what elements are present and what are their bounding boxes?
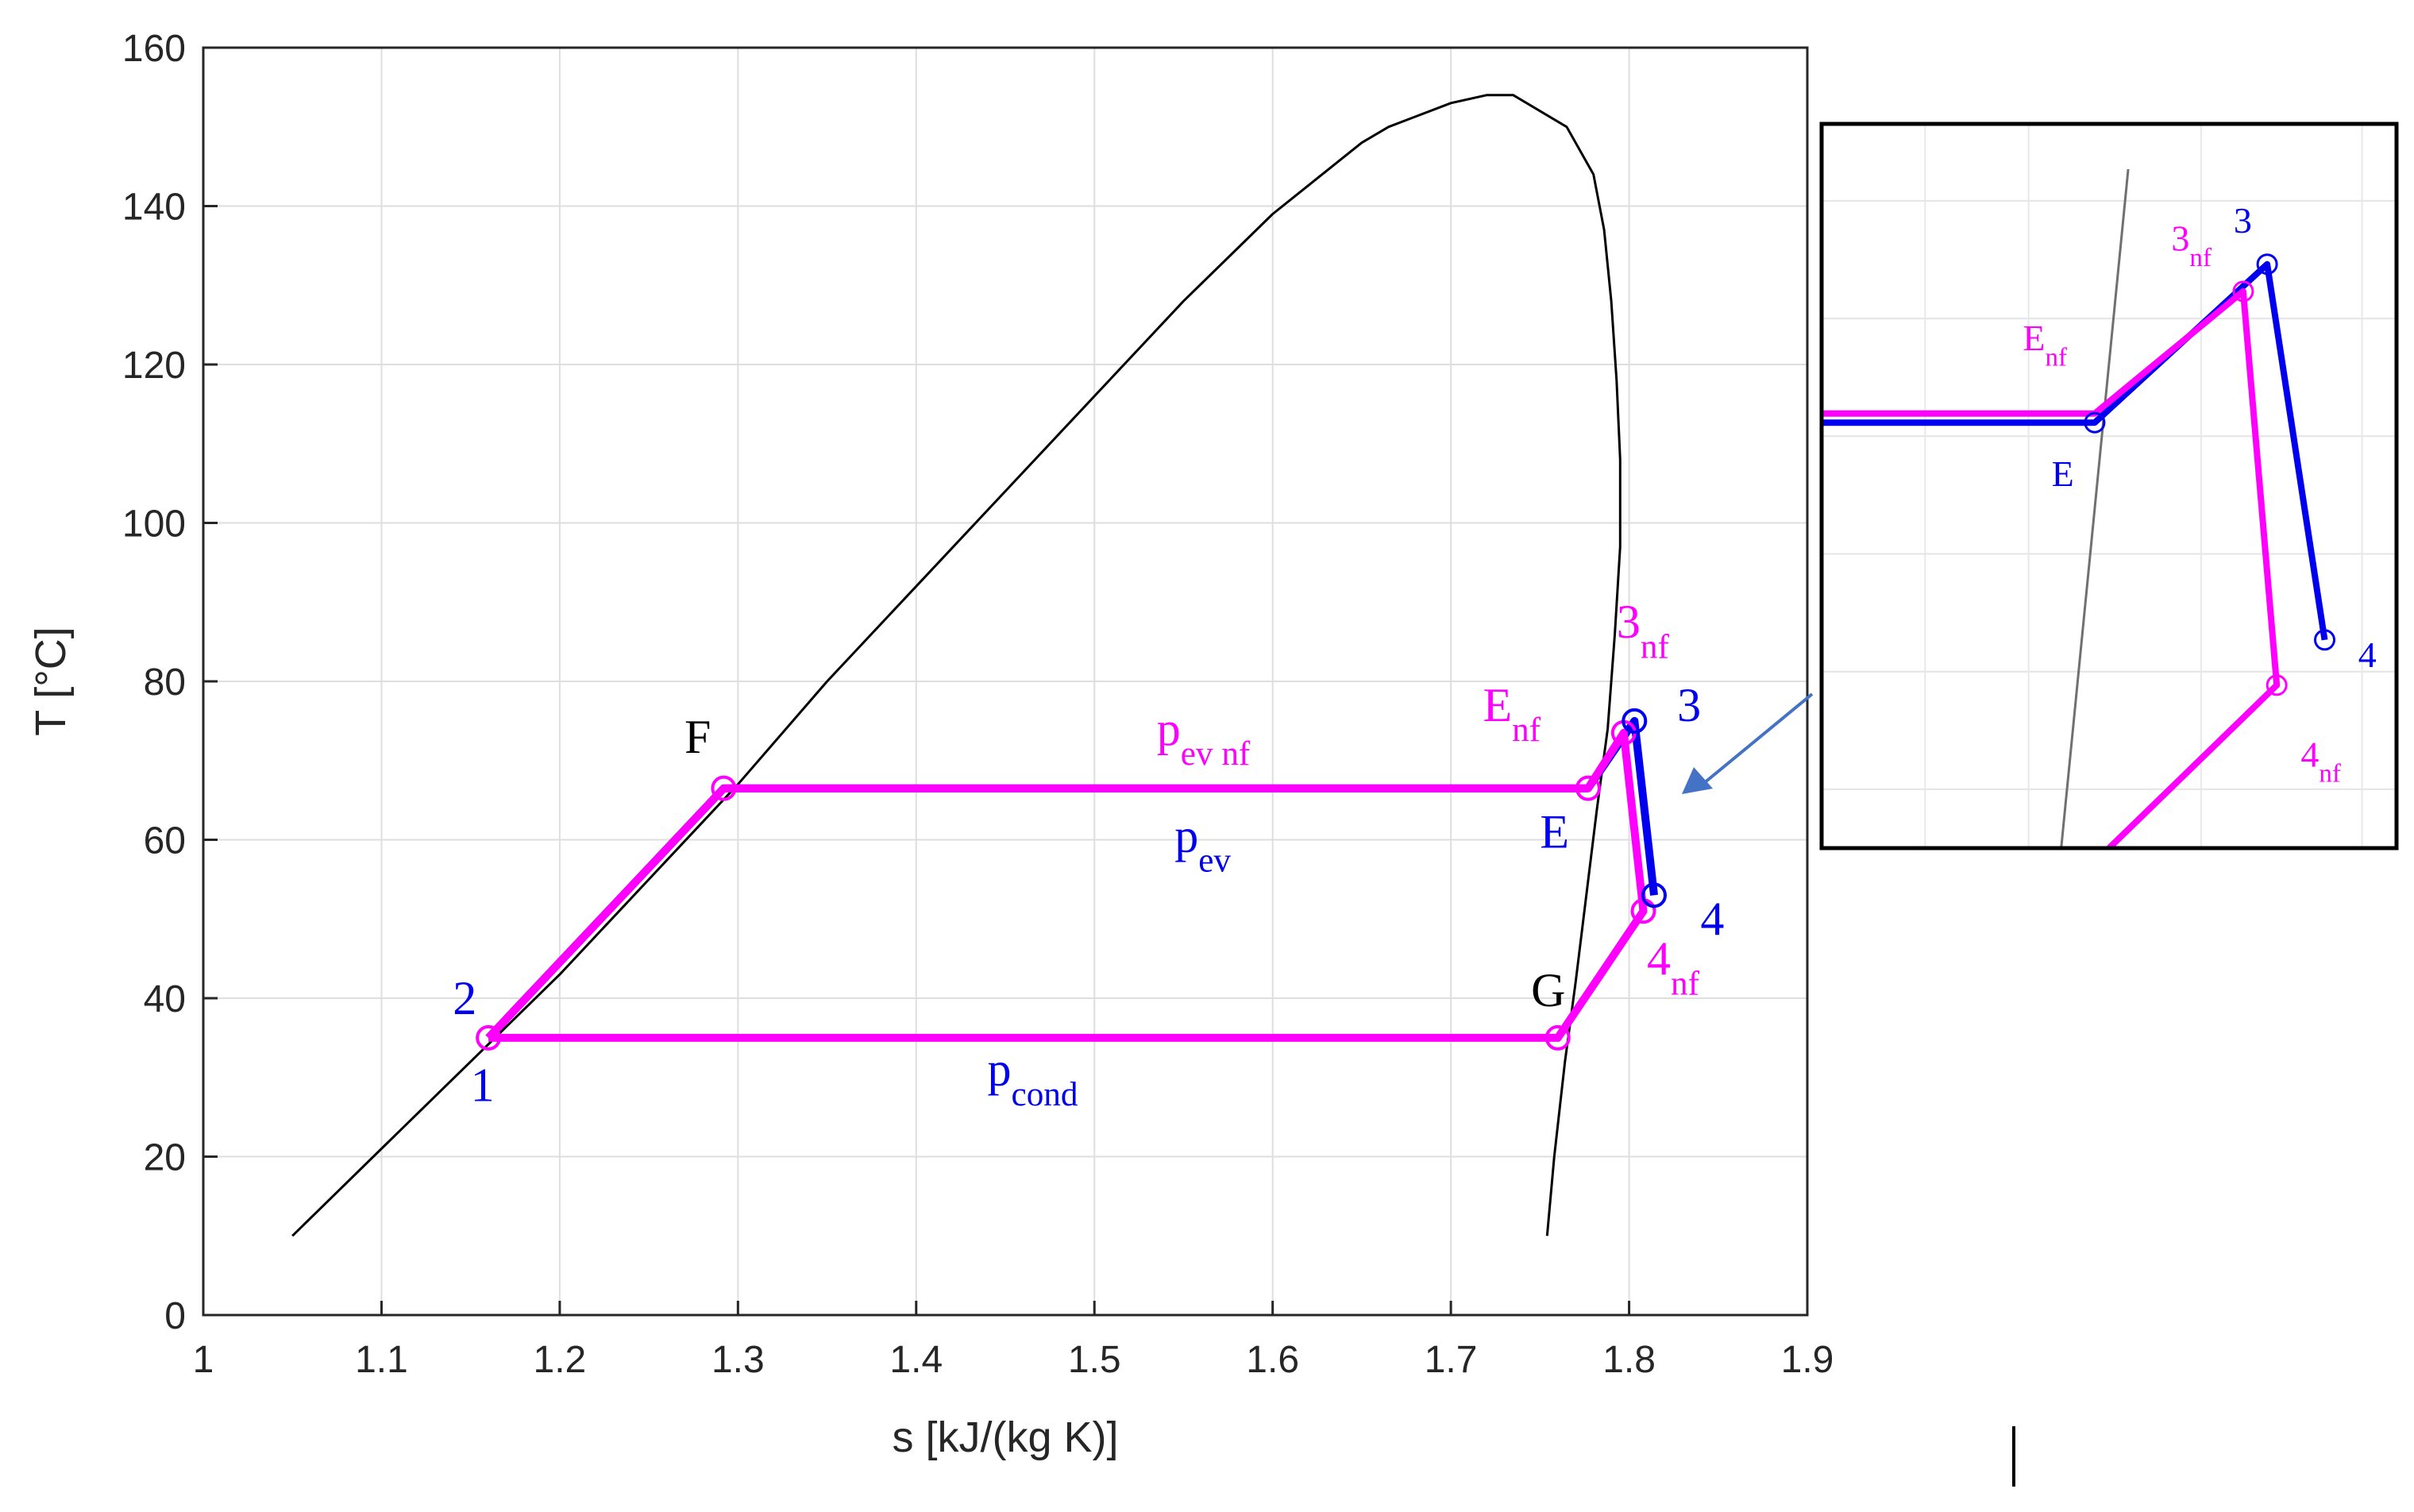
y-tick-label-8: 160 [122,28,186,70]
inset-label-in-3nf: 3nf [2171,218,2212,272]
main-plot: 1 1.1 1.2 1.3 1.4 1.5 1.6 1.7 1.8 1.9 02040608010… [27,28,1834,1461]
inset-marker-2 [2314,629,2335,651]
y-tick-label-2: 40 [144,978,186,1020]
x-tick-label-6: 1.6 [1246,1339,1299,1381]
cycle-line-magenta [485,728,1648,1042]
inset-line-magenta [1822,287,2281,848]
state-label-4: 4 [1700,893,1724,945]
state-marker-6 [1622,708,1648,734]
inset-label-in-4-main: 4 [2358,634,2377,675]
y-tick-label-7: 140 [122,187,186,229]
inset-frame [1819,122,2399,850]
state-label-1: 1 [471,1059,495,1112]
x-tick-label-8: 1.8 [1602,1339,1656,1381]
state-label-pev-nf: pev nf [1157,703,1251,773]
state-marker-0 [476,1024,502,1051]
state-label-E-main: E [1540,805,1569,858]
inset-label-in-3: 3 [2234,200,2252,241]
x-tick-label-4: 1.4 [889,1339,943,1381]
inset-marker-1 [2256,253,2278,276]
state-label-3nf: 3nf [1617,596,1670,665]
x-tick-label-3: 1.3 [711,1339,765,1381]
inset-dome-line [2060,168,2130,848]
inset-label-in-4nf: 4nf [2300,734,2342,788]
state-label-pcond-main: p [988,1043,1012,1096]
inset-marker-4 [2266,674,2288,696]
state-label-F: F [684,711,711,763]
state-label-pev-sub: ev [1198,843,1231,880]
state-marker-2 [1575,775,1601,801]
state-label-3nf-sub: nf [1641,628,1670,665]
callout-arrow-line [1703,692,1814,785]
state-label-2-main: 2 [453,972,476,1024]
zoom-callout [1682,692,1814,794]
y-tick-label-3: 60 [144,820,186,862]
state-label-4nf: 4nf [1647,932,1700,1002]
state-label-pev: pev [1174,809,1231,879]
state-label-pev-main: p [1174,809,1198,862]
state-label-pcond-sub: cond [1012,1076,1078,1113]
inset-label-in-E-main: E [2052,453,2074,494]
x-tick-labels: 1 1.1 1.2 1.3 1.4 1.5 1.6 1.7 1.8 1.9 [193,1301,1834,1381]
state-marker-1 [711,775,737,801]
callout-arrowhead [1682,767,1713,794]
state-label-2: 2 [453,972,476,1024]
state-label-3nf-main: 3 [1617,596,1641,648]
x-tick-label-9: 1.9 [1781,1339,1834,1381]
inset-label-in-3-main: 3 [2234,200,2252,241]
state-marker-7 [1641,882,1667,908]
state-label-3-main: 3 [1677,679,1701,731]
inset-markers [2084,253,2335,696]
x-tick-label-2: 1.2 [534,1339,587,1381]
inset-label-in-E: E [2052,453,2074,494]
x-tick-label-7: 1.7 [1425,1339,1478,1381]
inset-label-in-Enf-main: E [2023,318,2045,358]
inset-label-in-3nf-main: 3 [2171,218,2189,259]
x-tick-label-5: 1.5 [1068,1339,1121,1381]
x-axis-label: s [kJ/(kg K)] [892,1414,1118,1461]
y-tick-label-5: 100 [122,503,186,546]
inset-label-in-4nf-sub: nf [2319,759,2342,789]
y-tick-label-1: 20 [144,1137,186,1179]
state-label-4nf-sub: nf [1671,965,1700,1002]
inset-label-in-Enf: Enf [2023,318,2068,372]
x-tick-label-0: 1 [193,1339,214,1381]
state-label-E: E [1540,805,1569,858]
y-axis-label: T [°C] [27,627,75,736]
state-marker-5 [1544,1024,1571,1051]
inset-label-in-4nf-main: 4 [2300,734,2319,774]
x-tick-label-1: 1.1 [355,1339,408,1381]
y-tick-label-4: 80 [144,662,186,704]
inset-marker-0 [2084,411,2106,434]
state-label-F-main: F [684,711,711,763]
state-label-pev-nf-sub: ev nf [1181,735,1251,773]
state-label-G: G [1531,964,1565,1016]
state-label-Enf: Enf [1483,679,1541,749]
inset-label-in-3nf-sub: nf [2189,243,2212,272]
inset-label-in-4: 4 [2358,634,2377,675]
state-label-4nf-main: 4 [1647,932,1671,985]
state-markers [476,708,1667,1051]
inset-marker-3 [2232,280,2254,303]
y-tick-label-6: 120 [122,345,186,387]
state-label-3: 3 [1677,679,1701,731]
state-label-pev-nf-main: p [1157,703,1181,755]
state-label-1-main: 1 [471,1059,495,1112]
state-label-pcond: pcond [988,1043,1078,1113]
state-label-G-main: G [1531,964,1565,1016]
y-tick-labels: 0 20 40 60 80 100 120 140 160 [122,28,218,1337]
state-label-4-main: 4 [1700,893,1724,945]
y-tick-label-0: 0 [164,1295,186,1337]
state-label-Enf-sub: nf [1512,712,1541,749]
inset-grid-lines [1822,124,2397,848]
inset-curves [1822,168,2328,848]
state-label-Enf-main: E [1483,679,1513,731]
inset-label-in-Enf-sub: nf [2046,342,2069,372]
